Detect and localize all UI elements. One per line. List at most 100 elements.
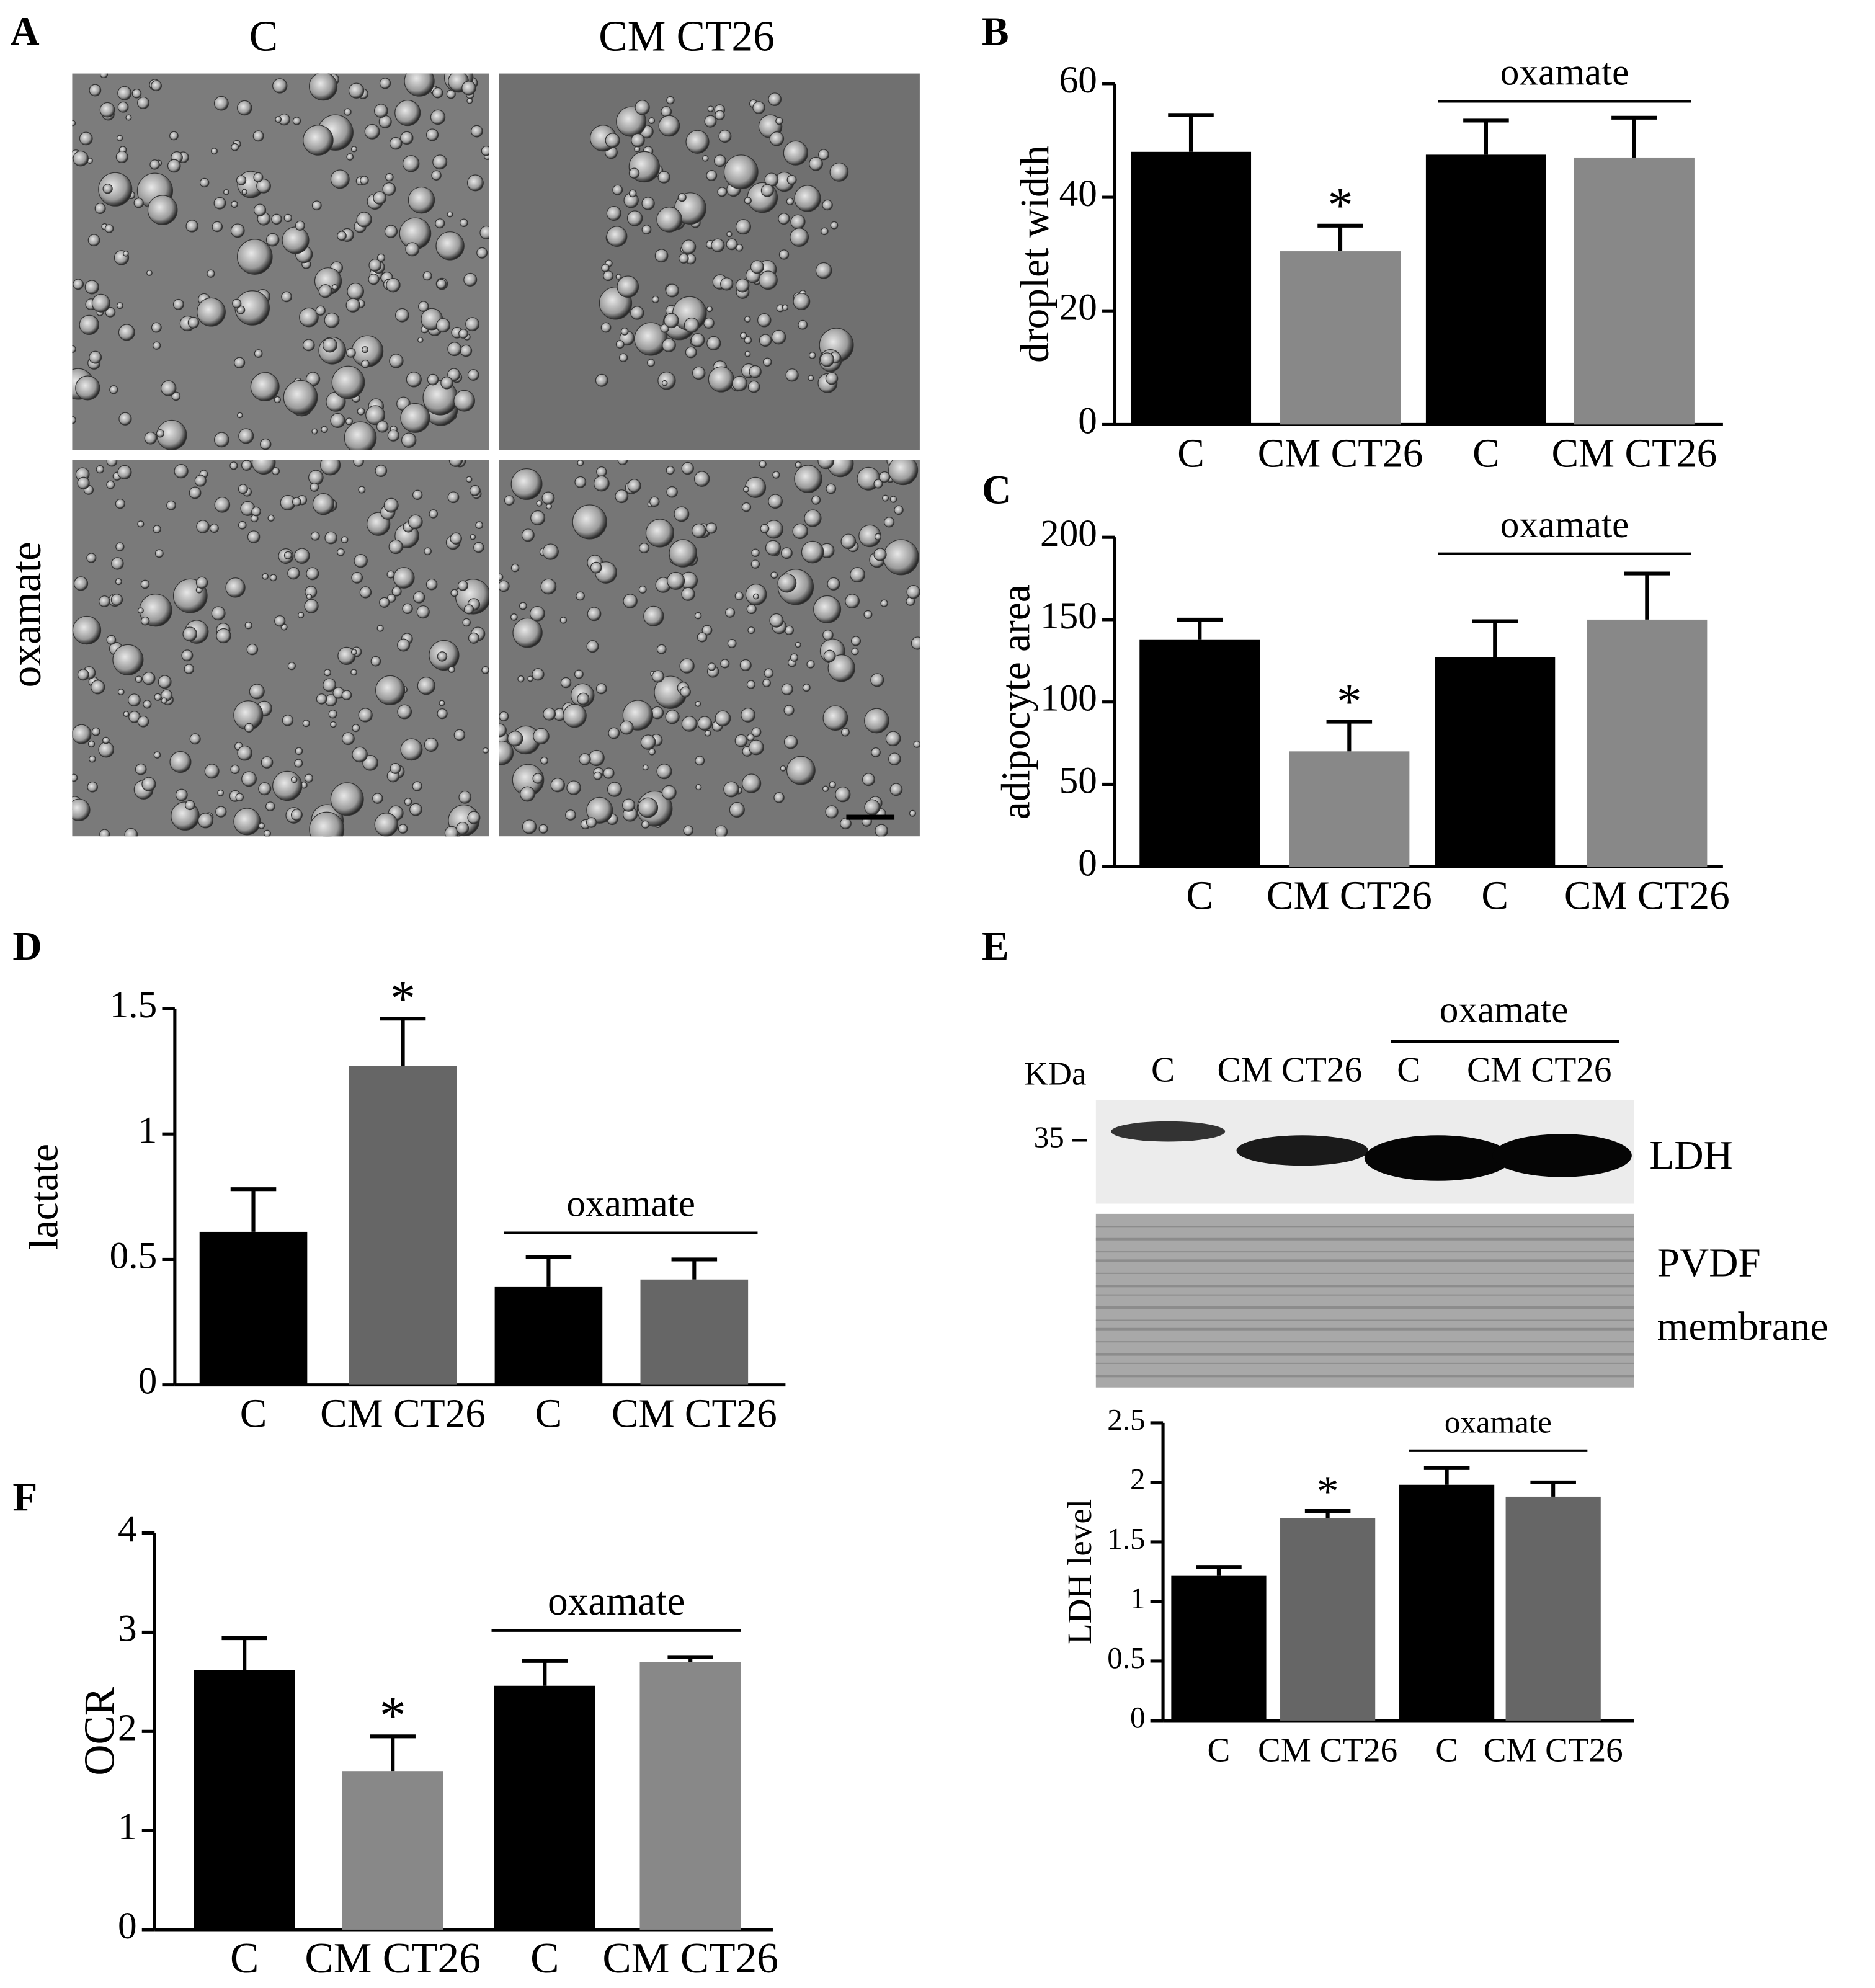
droplet <box>324 531 338 545</box>
droplet <box>692 366 706 380</box>
droplet <box>169 131 179 141</box>
droplet <box>309 73 338 101</box>
droplet <box>657 371 676 390</box>
droplet <box>350 649 357 656</box>
droplet <box>827 577 840 591</box>
droplet <box>140 579 150 589</box>
droplet <box>681 716 698 732</box>
y-tick-label: 40 <box>1059 172 1097 215</box>
droplet <box>106 635 117 645</box>
droplet <box>889 783 903 796</box>
droplet <box>762 357 772 367</box>
micrograph <box>499 460 920 837</box>
droplet <box>402 155 420 172</box>
droplet <box>267 514 275 522</box>
droplet <box>140 616 150 626</box>
droplet <box>290 776 298 783</box>
droplet <box>295 747 303 756</box>
droplet <box>117 101 129 113</box>
droplet <box>99 829 110 837</box>
droplet <box>417 677 435 695</box>
droplet <box>759 460 767 468</box>
droplet <box>330 782 364 816</box>
droplet <box>909 809 916 817</box>
droplet <box>617 460 628 466</box>
droplet <box>529 605 545 622</box>
droplet <box>612 184 623 195</box>
droplet <box>429 509 439 519</box>
droplet <box>147 195 178 225</box>
droplet <box>681 239 697 254</box>
droplet <box>106 480 115 489</box>
droplet <box>383 497 399 513</box>
droplet <box>744 316 751 323</box>
droplet <box>197 813 214 829</box>
bar <box>494 1685 596 1930</box>
droplet <box>894 505 904 515</box>
droplet <box>281 291 292 303</box>
droplet <box>137 520 145 528</box>
row-label: oxamate <box>2 542 50 687</box>
y-axis-title: OCR <box>76 1687 123 1775</box>
droplet <box>422 271 432 281</box>
droplet <box>661 785 677 800</box>
droplet <box>292 117 301 125</box>
droplet <box>241 189 247 195</box>
micrographs <box>72 73 920 837</box>
droplet <box>272 467 280 476</box>
droplet <box>213 96 229 111</box>
droplet <box>238 428 254 444</box>
droplet <box>303 125 334 156</box>
droplet <box>230 223 245 238</box>
droplet <box>447 491 460 504</box>
droplet <box>137 715 149 728</box>
droplet <box>677 193 687 202</box>
droplet <box>808 352 816 359</box>
marker-label: 35 <box>1034 1120 1064 1154</box>
droplet <box>751 727 762 738</box>
y-tick-label: 2 <box>118 1706 137 1749</box>
droplet <box>425 578 438 591</box>
y-tick-label: 150 <box>1040 595 1097 637</box>
droplet <box>607 782 623 797</box>
droplet <box>470 125 483 138</box>
droplet <box>512 617 543 648</box>
droplet <box>379 597 390 608</box>
droplet <box>726 238 738 251</box>
droplet <box>822 629 834 641</box>
droplet <box>692 523 706 538</box>
droplet <box>661 380 668 386</box>
droplet <box>99 73 109 79</box>
droplet <box>447 211 453 218</box>
significance: * <box>1317 1467 1339 1516</box>
loading-label: PVDF <box>1657 1241 1761 1286</box>
droplet <box>137 607 144 614</box>
y-axis-title: LDH level <box>1061 1499 1098 1644</box>
category-label: C <box>1208 1731 1231 1769</box>
panel-label: F <box>12 1476 37 1520</box>
droplet <box>817 460 835 470</box>
droplet <box>195 576 208 589</box>
droplet <box>707 105 715 112</box>
droplet <box>151 322 162 333</box>
droplet <box>465 317 480 332</box>
droplet <box>376 625 384 632</box>
droplet <box>368 259 382 272</box>
droplet <box>234 290 270 326</box>
droplet <box>323 337 337 353</box>
droplet <box>233 808 261 836</box>
droplet <box>499 723 507 738</box>
droplet <box>666 486 678 498</box>
droplet <box>600 322 612 333</box>
droplet <box>769 613 784 628</box>
droplet <box>786 174 797 185</box>
droplet <box>389 136 403 150</box>
droplet <box>769 131 785 146</box>
droplet <box>456 821 470 835</box>
droplet <box>400 131 414 145</box>
droplet <box>717 187 728 197</box>
droplet <box>404 73 435 97</box>
droplet <box>499 580 510 592</box>
droplet <box>747 380 760 393</box>
droplet <box>328 710 337 719</box>
